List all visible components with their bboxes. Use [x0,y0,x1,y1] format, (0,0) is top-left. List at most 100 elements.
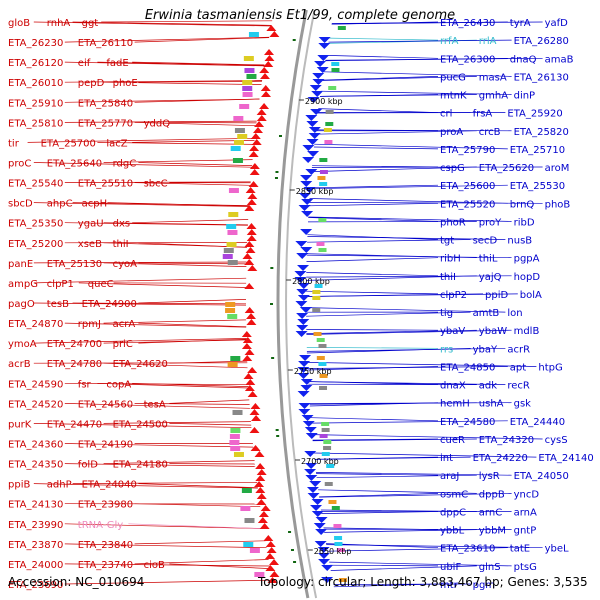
gene-label: ETA_24620 [113,359,168,370]
leader-line [134,540,266,545]
gene-label: lysR [479,471,500,482]
leader-line [319,493,439,498]
gene-label: masA [479,72,507,83]
feature-block [319,386,328,390]
leader-line [128,523,264,529]
kbp-tick-label: 2850 kbp [296,187,334,196]
leader-line [33,202,249,207]
gene-label: recR [507,381,530,392]
leader-line [323,71,512,77]
reverse-gene-arrow [307,151,320,157]
feature-block [331,62,340,66]
gene-label: ETA_25600 [440,181,495,192]
gene-label: secD [473,236,498,247]
gene-label: gsk [514,399,532,410]
marker-dot [293,561,297,563]
gene-labels: gloB rnhA ggt ETA_26230 ETA_26110 ETA_26120 ei… [8,18,594,591]
leader-line [33,21,272,27]
gene-label: sbcC [144,179,168,190]
forward-gene-arrow [263,535,274,541]
gene-label: ETA_25840 [78,98,133,109]
leader-line [103,159,253,163]
gene-label: crcB [479,127,501,138]
feature-block [331,68,340,72]
feature-block [337,26,346,30]
gene-label: ygaU [78,219,104,230]
feature-block [233,452,244,457]
leader-line [313,452,537,458]
leader-line [318,108,439,113]
gene-label: ETA_26010 [8,78,63,89]
gene-label: acrR [507,344,530,355]
reverse-gene-arrow [312,73,325,79]
feature-block [230,446,241,451]
feature-block [319,374,328,378]
leader-line [306,275,477,281]
leader-line [306,272,439,277]
reverse-gene-arrow [315,517,328,523]
gene-label: ETA_25540 [8,179,63,190]
reverse-gene-arrow [295,241,308,247]
leader-line [134,122,257,127]
leader-line [103,421,251,424]
leader-line [169,563,271,569]
leader-line [64,463,256,467]
gene-label: folD [78,460,98,471]
gene-label: ushA [479,399,504,410]
forward-gene-arrow [246,235,257,241]
leader-line [310,417,439,422]
forward-gene-arrow [244,241,255,247]
leader-line [138,299,247,304]
accession-text: Accession: NC_010694 [8,575,145,589]
gene-label: ETA_25710 [510,145,565,156]
leader-line [316,474,477,479]
feature-block [232,410,243,415]
feature-block [230,428,241,433]
feature-block [325,110,334,114]
gene-label: rnhA [47,18,71,29]
feature-block [227,314,238,319]
forward-gene-arrow [266,25,277,31]
feature-block [316,242,325,246]
forward-gene-arrow [259,523,270,529]
gene-label: panE [8,259,33,270]
feature-block [319,170,328,174]
feature-block [225,302,236,307]
feature-block [243,56,254,61]
feature-block [242,92,253,97]
gene-label: hopD [514,272,541,283]
reverse-gene-arrow [308,133,321,139]
forward-gene-arrow [265,541,276,547]
feature-block [244,68,255,73]
leader-line [312,434,543,440]
leader-line [329,37,439,41]
leader-line [97,382,249,389]
forward-gene-arrow [242,253,253,259]
feature-block [241,488,252,493]
forward-gene-arrow [258,511,269,517]
gene-label: ETA_25130 [47,259,102,270]
gene-label: ribH [440,254,461,265]
gene-label: thiL [479,254,498,265]
gene-label: xseB [78,239,102,250]
leader-line [64,36,270,43]
reverse-gene-arrow [300,175,313,181]
gene-label: ETA_24560 [78,399,133,410]
gene-label: ETA_24220 [473,453,528,464]
forward-gene-arrow [246,199,257,205]
gene-label: eif [78,58,91,69]
leader-line [305,290,439,295]
reverse-gene-arrow [300,247,313,253]
reverse-gene-arrow [300,181,313,187]
feature-block [318,218,327,222]
genome-backbone [276,9,318,599]
leader-line [33,423,252,429]
gene-label: ptsG [514,562,537,573]
gene-label: ETA_24190 [78,440,133,451]
leader-line [64,80,263,83]
forward-gene-arrow [242,355,253,361]
gene-label: ETA_26280 [514,36,569,47]
reverse-gene-arrow [313,523,326,529]
leader-line [138,338,247,344]
forward-gene-arrow [256,109,267,115]
